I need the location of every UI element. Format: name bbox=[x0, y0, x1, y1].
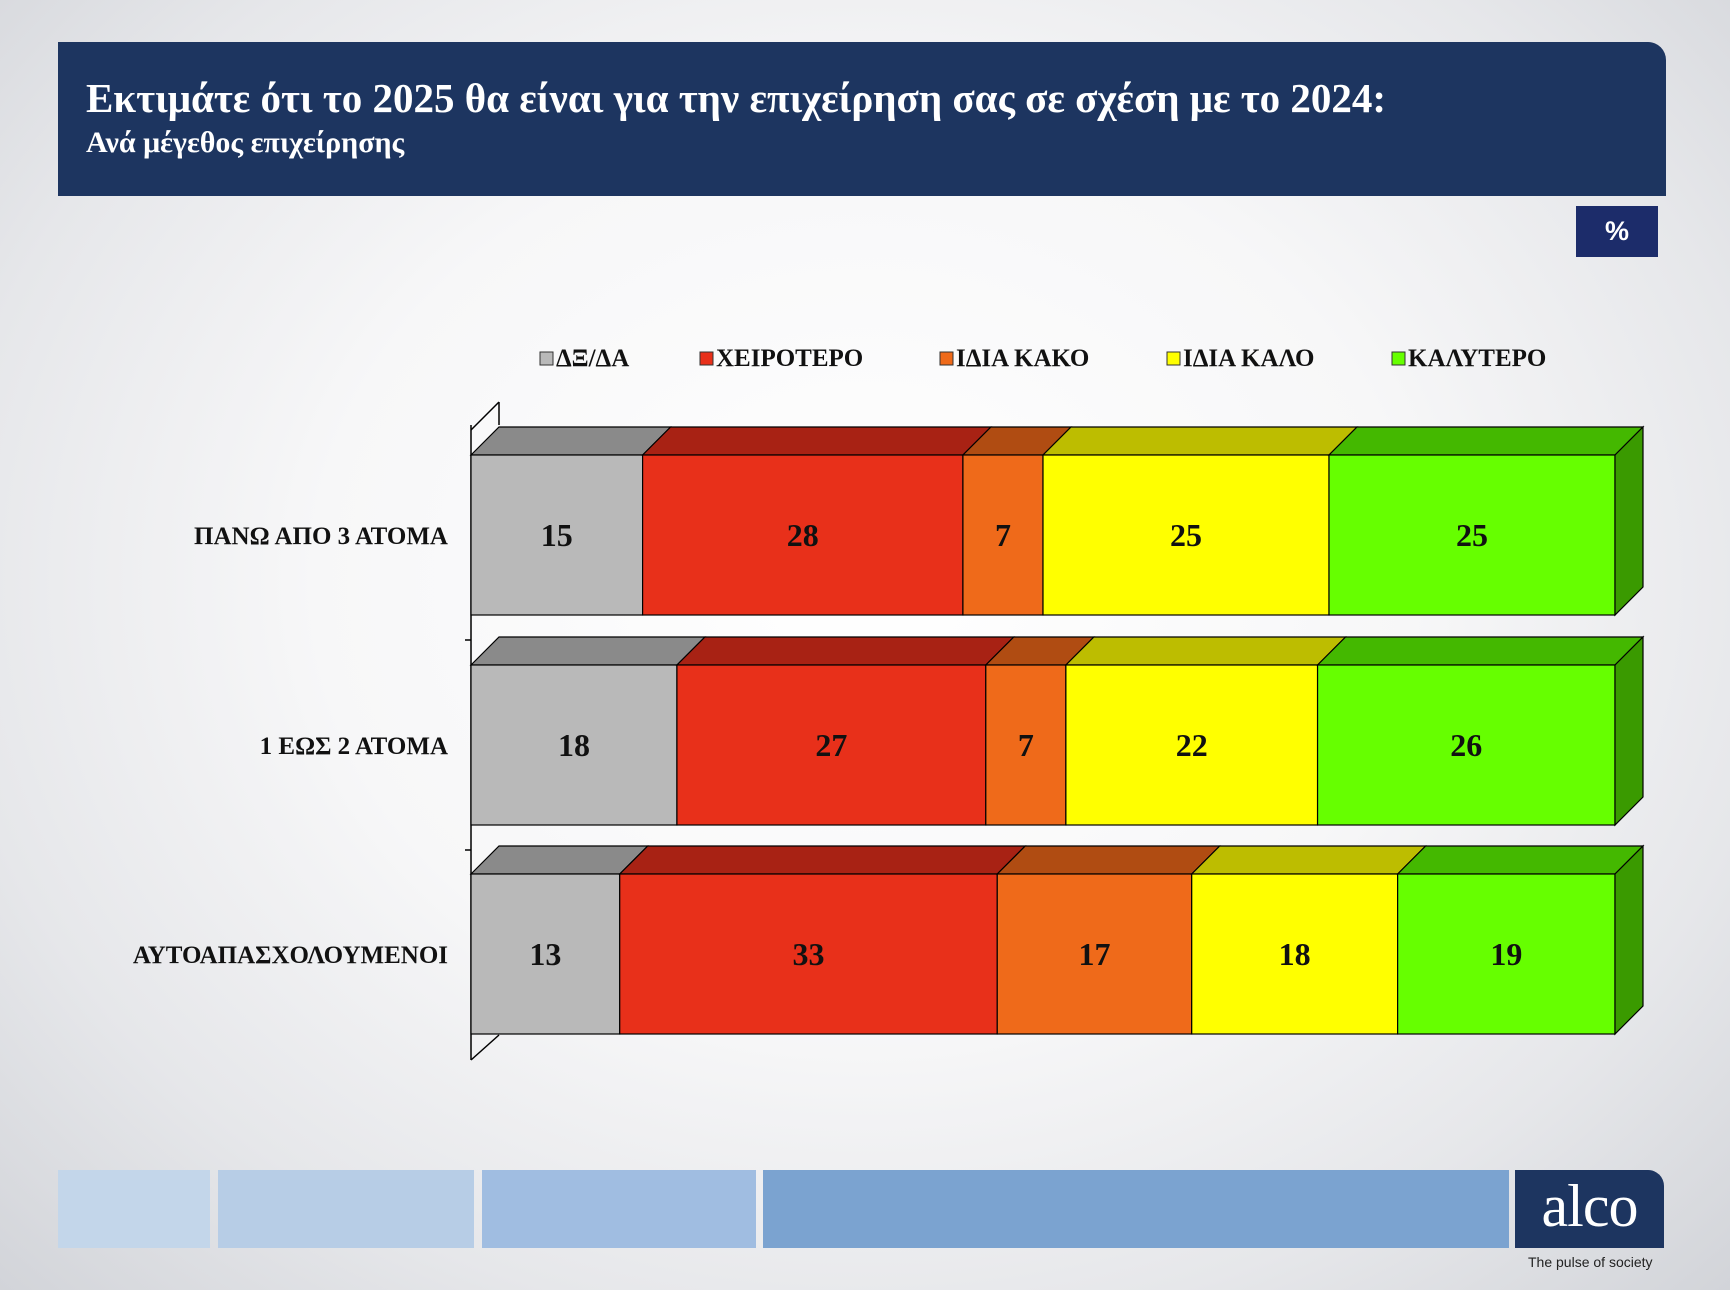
data-label: 25 bbox=[1170, 517, 1202, 553]
bar-side-face bbox=[1614, 635, 1644, 827]
footer-bar-4 bbox=[763, 1170, 1509, 1248]
bar-segment bbox=[1328, 454, 1616, 616]
bar-segment bbox=[641, 454, 964, 616]
legend-swatch bbox=[939, 351, 954, 366]
bar-segment-top bbox=[1316, 636, 1645, 666]
legend-label: ΔΞ/ΔΑ bbox=[556, 345, 629, 372]
bar-segment-top bbox=[469, 636, 707, 666]
category-label: 1 ΕΩΣ 2 ΑΤΟΜΑ bbox=[260, 733, 448, 760]
bar-segment-top bbox=[1396, 845, 1645, 875]
bar-segment-top bbox=[1327, 426, 1645, 456]
data-label: 13 bbox=[529, 936, 561, 972]
bar-segment-top bbox=[675, 636, 1016, 666]
data-label: 22 bbox=[1176, 727, 1208, 763]
legend-swatch bbox=[539, 351, 554, 366]
bar-segment-top bbox=[1041, 426, 1359, 456]
legend-label: ΧΕΙΡΟΤΕΡΟ bbox=[716, 345, 863, 372]
bar-segment bbox=[962, 454, 1044, 616]
bar-segment bbox=[1065, 664, 1319, 826]
footer-bar-3 bbox=[482, 1170, 756, 1248]
category-label: ΠΑΝΩ ΑΠΟ 3 ΑΤΟΜΑ bbox=[194, 523, 448, 550]
legend-swatch bbox=[1166, 351, 1181, 366]
alco-logo: alco bbox=[1515, 1170, 1664, 1248]
axis-bottom-edge bbox=[470, 1034, 500, 1061]
legend-swatch bbox=[1391, 351, 1406, 366]
bar-side-face bbox=[1614, 844, 1644, 1036]
data-label: 15 bbox=[541, 517, 573, 553]
category-label: ΑΥΤΟΑΠΑΣΧΟΛΟΥΜΕΝΟΙ bbox=[133, 942, 448, 969]
header-banner: Εκτιμάτε ότι το 2025 θα είναι για την επ… bbox=[58, 42, 1666, 196]
bar-segment bbox=[1042, 454, 1330, 616]
legend-swatch bbox=[699, 351, 714, 366]
data-label: 26 bbox=[1450, 727, 1482, 763]
logo-text: alco bbox=[1541, 1172, 1639, 1239]
data-label: 28 bbox=[787, 517, 819, 553]
bar-side-face bbox=[1614, 425, 1644, 617]
bar-segment-top bbox=[641, 426, 993, 456]
data-label: 19 bbox=[1490, 936, 1522, 972]
bar-segment-top bbox=[1064, 636, 1348, 666]
bar-segment bbox=[470, 873, 621, 1035]
bar-segment bbox=[619, 873, 998, 1035]
axis-top-edge bbox=[470, 401, 500, 431]
footer-bar-1 bbox=[58, 1170, 210, 1248]
bar-segment-top bbox=[618, 845, 1027, 875]
bar-segment-top bbox=[469, 426, 673, 456]
page-subtitle: Ανά μέγεθος επιχείρησης bbox=[86, 126, 405, 159]
logo-tagline: The pulse of society bbox=[1528, 1254, 1653, 1270]
footer-bar-2 bbox=[218, 1170, 474, 1248]
data-label: 27 bbox=[815, 727, 847, 763]
bar-segment bbox=[1191, 873, 1399, 1035]
legend-label: ΙΔΙΑ ΚΑΚΟ bbox=[956, 345, 1089, 372]
data-label: 7 bbox=[995, 517, 1011, 553]
bar-segment bbox=[996, 873, 1193, 1035]
bar-segment-top bbox=[1190, 845, 1428, 875]
data-label: 25 bbox=[1456, 517, 1488, 553]
page-title: Εκτιμάτε ότι το 2025 θα είναι για την επ… bbox=[86, 75, 1387, 121]
bar-segment bbox=[676, 664, 987, 826]
legend-label: ΙΔΙΑ ΚΑΛΟ bbox=[1183, 345, 1314, 372]
data-label: 7 bbox=[1018, 727, 1034, 763]
data-label: 18 bbox=[558, 727, 590, 763]
legend-label: ΚΑΛΥΤΕΡΟ bbox=[1408, 345, 1546, 372]
bar-segment bbox=[1397, 873, 1616, 1035]
bar-segment bbox=[985, 664, 1067, 826]
bar-segment bbox=[1316, 664, 1616, 826]
data-label: 17 bbox=[1078, 936, 1110, 972]
unit-badge: % bbox=[1576, 206, 1658, 257]
data-label: 33 bbox=[792, 936, 824, 972]
data-label: 18 bbox=[1279, 936, 1311, 972]
bar-segment bbox=[470, 454, 644, 616]
bar-segment-top bbox=[469, 845, 650, 875]
bar-segment-top bbox=[995, 845, 1222, 875]
